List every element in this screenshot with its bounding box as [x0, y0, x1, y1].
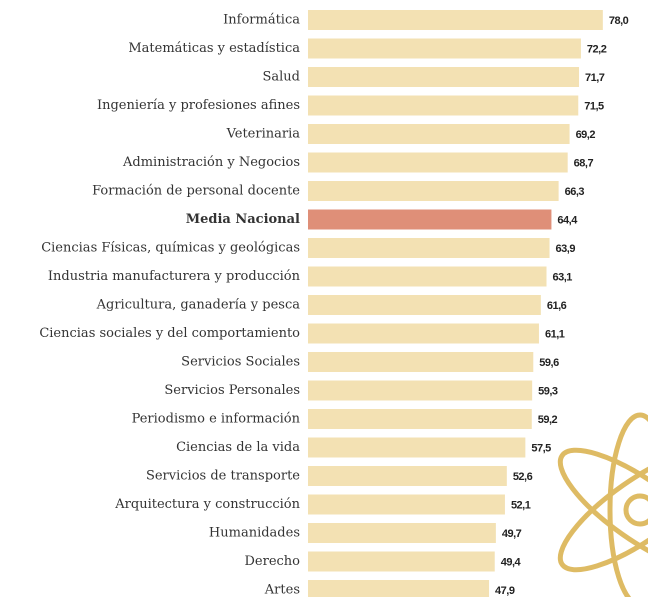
bar	[308, 523, 496, 543]
bar	[308, 438, 525, 458]
category-label: Agricultura, ganadería y pesca	[96, 298, 301, 313]
data-label: 59,2	[538, 414, 558, 426]
bar	[308, 10, 603, 30]
data-label: 47,9	[495, 585, 515, 597]
category-label: Servicios Personales	[164, 383, 300, 398]
bar	[308, 267, 547, 287]
bar	[308, 238, 550, 258]
category-label: Formación de personal docente	[92, 184, 300, 199]
data-label: 59,6	[539, 357, 559, 369]
data-label: 61,6	[547, 300, 567, 312]
data-label: 63,9	[556, 243, 576, 255]
category-label: Arquitectura y construcción	[114, 497, 300, 512]
data-label: 72,2	[587, 43, 607, 55]
bar	[308, 381, 532, 401]
bar	[308, 181, 559, 201]
bar	[308, 580, 489, 597]
bar	[308, 153, 568, 173]
data-label: 59,3	[538, 385, 558, 397]
category-label: Servicios Sociales	[181, 355, 300, 370]
category-label: Industria manufacturera y producción	[48, 269, 301, 284]
bar	[308, 96, 578, 116]
bar	[308, 352, 533, 372]
category-label: Ciencias sociales y del comportamiento	[39, 326, 300, 341]
atom-decoration	[545, 415, 648, 597]
category-label: Administración y Negocios	[122, 155, 300, 170]
bar	[308, 495, 505, 515]
data-label: 71,5	[584, 100, 604, 112]
chart: Informática 78,0 Matemáticas y estadística…	[0, 0, 648, 597]
category-label: Ciencias de la vida	[176, 440, 300, 455]
category-label: Periodismo e información	[132, 412, 301, 427]
category-label: Ingeniería y profesiones afines	[97, 98, 300, 113]
data-label: 49,4	[501, 556, 522, 568]
data-label: 61,1	[545, 328, 565, 340]
category-label: Informática	[223, 13, 300, 28]
bar	[308, 124, 570, 144]
bar	[308, 67, 579, 87]
data-label: 71,7	[585, 72, 605, 84]
data-label: 64,4	[557, 214, 578, 226]
data-label: 52,1	[511, 499, 531, 511]
bar	[308, 409, 532, 429]
bar	[308, 552, 495, 572]
data-label: 49,7	[502, 528, 522, 540]
category-label: Derecho	[244, 554, 300, 569]
data-label: 57,5	[531, 442, 551, 454]
category-label: Veterinaria	[226, 127, 301, 142]
category-label: Humanidades	[209, 526, 300, 541]
data-label: 78,0	[609, 15, 629, 27]
bar	[308, 210, 551, 230]
category-label: Ciencias Físicas, químicas y geológicas	[41, 241, 300, 256]
bar	[308, 39, 581, 59]
data-label: 52,6	[513, 471, 533, 483]
data-label: 66,3	[565, 186, 585, 198]
category-label: Matemáticas y estadística	[128, 41, 300, 56]
bar	[308, 324, 539, 344]
bar	[308, 295, 541, 315]
data-label: 63,1	[553, 271, 573, 283]
category-label: Salud	[262, 70, 300, 85]
data-label: 68,7	[574, 157, 594, 169]
category-label: Artes	[264, 583, 300, 597]
category-label: Media Nacional	[186, 212, 300, 227]
bar	[308, 466, 507, 486]
data-label: 69,2	[576, 129, 596, 141]
category-label: Servicios de transporte	[146, 469, 300, 484]
